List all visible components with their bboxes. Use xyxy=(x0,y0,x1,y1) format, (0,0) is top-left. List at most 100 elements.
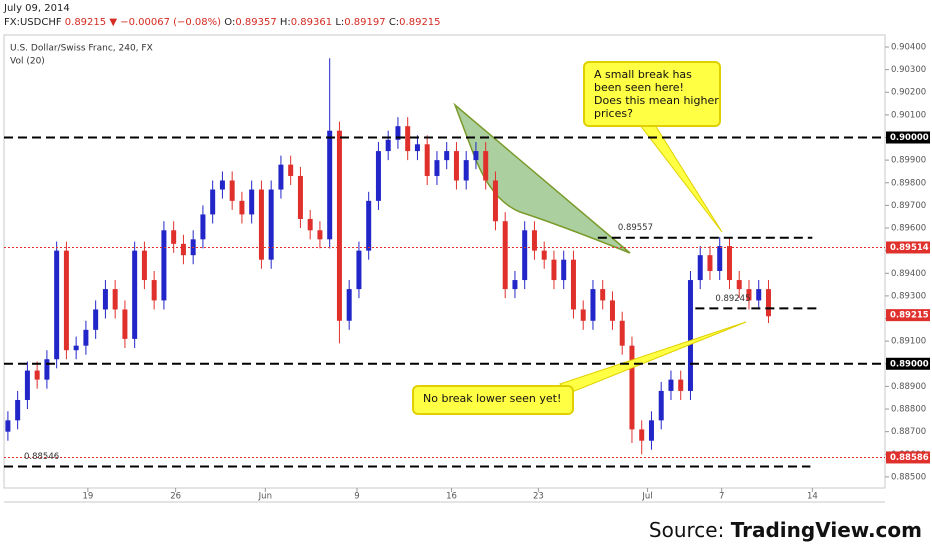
level-badge-label: 0.90000 xyxy=(890,133,929,143)
candle-body xyxy=(629,345,635,430)
candle-body xyxy=(83,329,89,346)
source-name: TradingView.com xyxy=(730,518,922,542)
y-tick-label: 0.89400 xyxy=(891,269,926,279)
candle-body xyxy=(141,250,147,281)
candle-body xyxy=(765,289,771,317)
candle-body xyxy=(54,250,60,360)
price: 0.89215 xyxy=(64,17,107,28)
candle-body xyxy=(44,359,50,380)
candle-body xyxy=(726,246,732,281)
c-value: 0.89215 xyxy=(399,17,441,28)
candle-body xyxy=(697,255,703,281)
candle-body xyxy=(687,280,693,391)
o-value: 0.89357 xyxy=(235,17,277,28)
candle-body xyxy=(356,250,362,290)
candle-body xyxy=(746,289,752,301)
candle-body xyxy=(385,139,391,152)
candle-body xyxy=(707,255,713,272)
candle-body xyxy=(151,280,157,301)
x-tick-label: Jul xyxy=(641,492,652,502)
candle-body xyxy=(541,250,547,260)
candle-body xyxy=(102,289,108,310)
source-prefix: Source: xyxy=(648,518,725,542)
candle-body xyxy=(63,250,69,351)
level-label: 0.88546 xyxy=(24,452,59,462)
y-tick-label: 0.90400 xyxy=(891,42,926,52)
x-tick-label: 7 xyxy=(719,492,724,502)
candle-body xyxy=(73,345,79,351)
quote-line: FX:USDCHF 0.89215 ▼ −0.00067 (−0.08%) O:… xyxy=(4,16,441,30)
y-tick-label: 0.89900 xyxy=(891,156,926,166)
candle-body xyxy=(317,230,323,240)
candle-body xyxy=(249,189,255,215)
candle-body xyxy=(678,379,684,391)
candle-body xyxy=(453,151,459,181)
y-tick-label: 0.89100 xyxy=(891,337,926,347)
y-tick-label: 0.89300 xyxy=(891,291,926,301)
level-badge xyxy=(886,241,930,254)
level-label: 0.89557 xyxy=(618,223,653,233)
y-tick-label: 0.90200 xyxy=(891,88,926,98)
triangle-pattern xyxy=(453,102,631,254)
candle-body xyxy=(366,200,372,251)
chart-subtitle: Vol (20) xyxy=(10,57,45,67)
candle-body xyxy=(492,180,498,222)
candle-body xyxy=(444,151,450,161)
h-key: H: xyxy=(279,17,291,28)
candle-body xyxy=(580,309,586,321)
candle-body xyxy=(112,289,118,310)
candle-body xyxy=(288,164,294,176)
candle-body xyxy=(483,151,489,181)
c-key: C: xyxy=(388,17,400,28)
candle-body xyxy=(658,390,664,421)
candle-body xyxy=(229,180,235,201)
candle-body xyxy=(561,259,567,281)
candle-body xyxy=(463,160,469,181)
candle-body xyxy=(405,126,411,152)
x-tick-label: 14 xyxy=(807,492,818,502)
y-tick-label: 0.88900 xyxy=(891,382,926,392)
candle-body xyxy=(473,151,479,161)
callout-text: A small break has xyxy=(594,68,692,81)
candle-body xyxy=(24,370,30,400)
candle-body xyxy=(278,164,284,190)
callout-box xyxy=(412,385,574,415)
candle-body xyxy=(736,280,742,290)
candle-body xyxy=(122,309,128,339)
callout-text: been seen here! xyxy=(594,81,684,94)
candle-body xyxy=(424,144,430,176)
date: July 09, 2014 xyxy=(4,3,70,14)
x-tick-label: 23 xyxy=(533,492,544,502)
candle-body xyxy=(619,320,625,346)
y-tick-label: 0.89600 xyxy=(891,224,926,234)
chart-title: U.S. Dollar/Swiss Franc, 240, FX xyxy=(10,44,153,54)
candle-body xyxy=(93,309,99,330)
x-tick-label: 9 xyxy=(354,492,359,502)
level-badge xyxy=(886,357,930,370)
symbol: FX:USDCHF xyxy=(4,17,62,28)
level-badge-label: 0.88586 xyxy=(890,453,929,463)
callout-text: No break lower seen yet! xyxy=(423,392,561,405)
callout-text: prices? xyxy=(594,107,633,120)
y-tick-label: 0.89700 xyxy=(891,201,926,211)
candle-body xyxy=(200,214,206,240)
candle-body xyxy=(239,200,245,215)
candle-body xyxy=(522,230,528,281)
candle-body xyxy=(336,130,342,321)
level-badge xyxy=(886,451,930,464)
candle-body xyxy=(132,250,138,339)
candle-body xyxy=(34,370,40,380)
x-tick-label: 26 xyxy=(170,492,181,502)
x-tick-label: Jun xyxy=(258,492,272,502)
level-label: 0.89245 xyxy=(715,294,750,304)
candle-body xyxy=(219,180,225,190)
candle-body xyxy=(512,280,518,290)
candle-body xyxy=(648,420,654,441)
candle-body xyxy=(414,144,420,152)
x-tick-label: 16 xyxy=(446,492,457,502)
candle-body xyxy=(434,160,440,176)
y-tick-label: 0.88800 xyxy=(891,405,926,415)
candle-body xyxy=(268,189,274,260)
candle-body xyxy=(210,189,216,215)
